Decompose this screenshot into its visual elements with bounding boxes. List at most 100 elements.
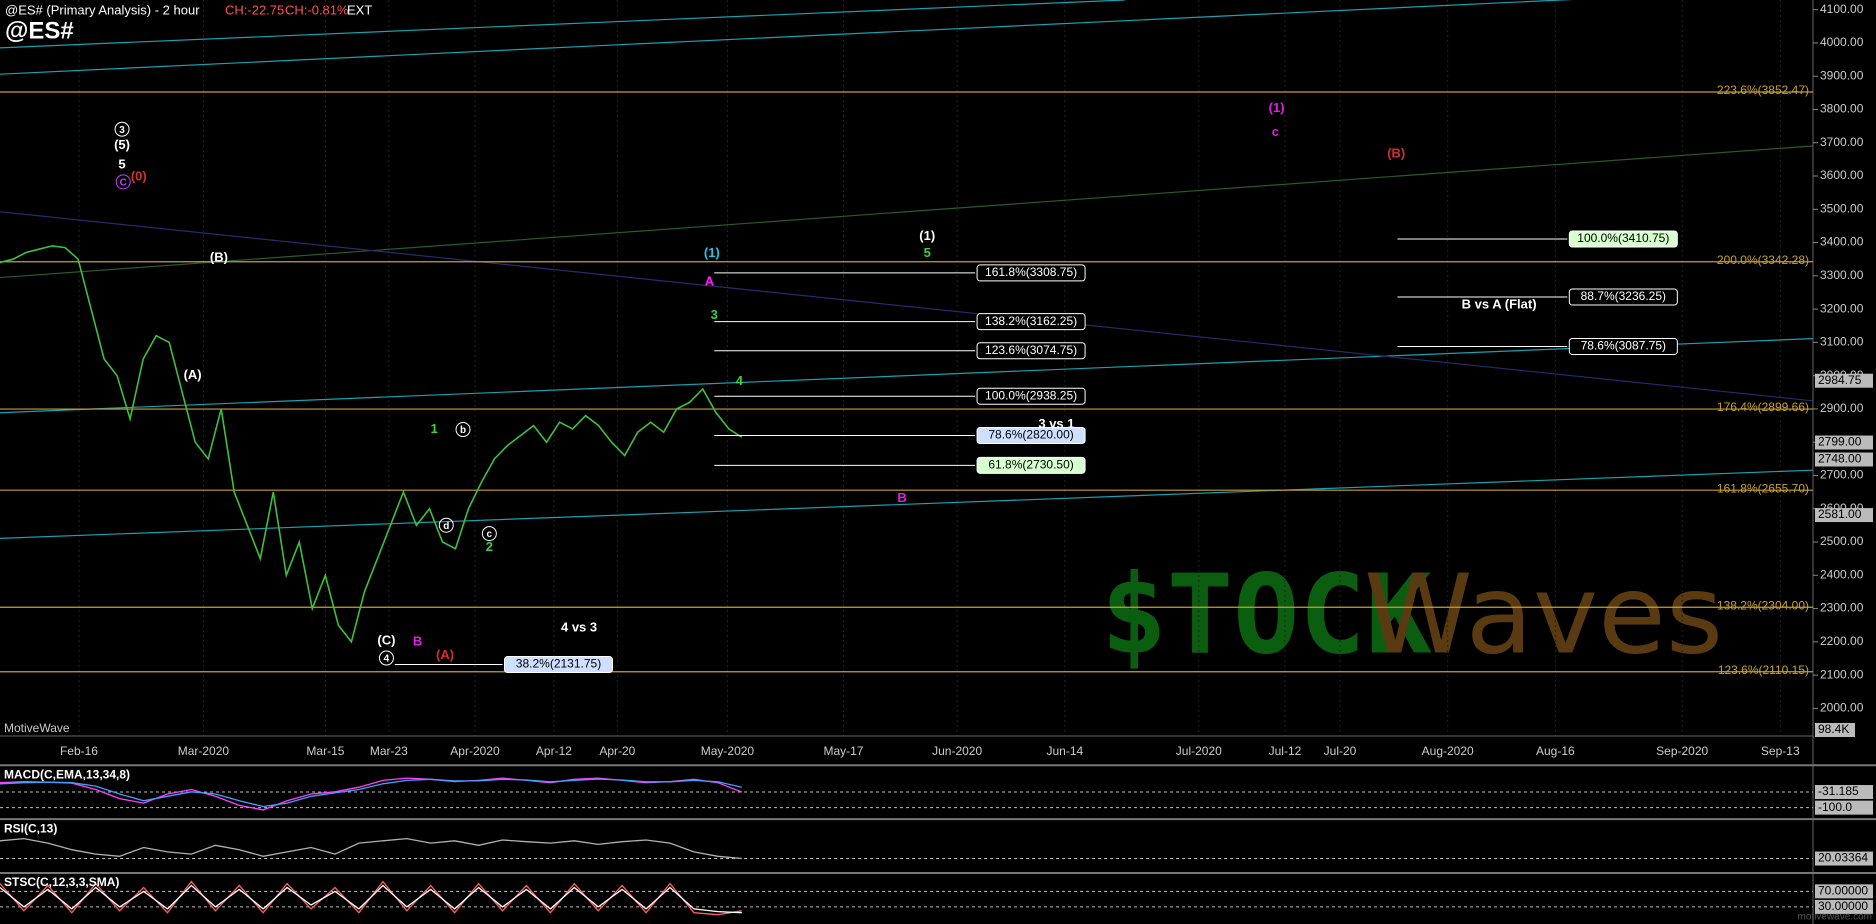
- indicator-line: [0, 778, 742, 808]
- trend-line: [0, 145, 1813, 279]
- fib-label: 161.8%(2655.70): [1717, 481, 1809, 495]
- indicator-title: STSC(C,12,3,3,SMA): [4, 875, 119, 889]
- symbol: @ES#: [5, 17, 74, 44]
- target-box: [976, 456, 1086, 474]
- y-tick-label: 3200.00: [1820, 301, 1864, 315]
- x-tick-label: May-17: [823, 744, 863, 758]
- y-tick-label: 2000.00: [1820, 701, 1864, 715]
- wave-circle: [114, 121, 130, 137]
- y-tick-label: 2300.00: [1820, 601, 1864, 615]
- target-label: 161.8%(3308.75): [985, 265, 1077, 279]
- target-label: 78.6%(2820.00): [988, 428, 1073, 442]
- trend-line: [0, 337, 1813, 414]
- wave-label: 3 vs 1: [1038, 416, 1074, 431]
- indicator-line: [0, 837, 742, 860]
- indicator-tick-label: 70.00000: [1818, 884, 1868, 898]
- trend-line: [0, 0, 1125, 49]
- wave-label: 5: [924, 245, 931, 260]
- wave-label: C: [120, 177, 127, 188]
- wave-circle: [481, 526, 497, 542]
- target-label: 61.8%(2730.50): [988, 457, 1073, 471]
- target-label: 78.6%(3087.75): [1581, 339, 1666, 353]
- wave-label: B: [413, 634, 422, 649]
- price-tag-label: 2799.00: [1818, 435, 1862, 449]
- y-tick-label: 3600.00: [1820, 168, 1864, 182]
- target-label: 38.2%(2131.75): [516, 657, 601, 671]
- target-label: 88.7%(3236.25): [1581, 289, 1666, 303]
- y-tick-label: 2400.00: [1820, 567, 1864, 581]
- indicator-tag: [1815, 899, 1873, 914]
- target-box: [1568, 230, 1678, 248]
- x-tick-label: Aug-2020: [1422, 744, 1474, 758]
- footer: motivewave.com: [1798, 912, 1872, 923]
- price-tag: [1815, 508, 1873, 523]
- chart-header: @ES# (Primary Analysis) - 2 hour: [5, 2, 200, 17]
- wave-label: c: [487, 529, 493, 540]
- y-tick-label: 2200.00: [1820, 634, 1864, 648]
- wave-label: c: [1272, 124, 1279, 139]
- price-tag-label: 2581.00: [1818, 507, 1862, 521]
- wave-circle: [378, 650, 394, 666]
- price-tag: [1815, 435, 1873, 450]
- wave-label: A: [705, 274, 715, 289]
- price-line: [0, 245, 743, 644]
- wave-circle: [455, 422, 471, 438]
- target-box: [1568, 288, 1678, 306]
- indicator-tag: [1815, 785, 1873, 800]
- y-tick-label: 3700.00: [1820, 135, 1864, 149]
- x-tick-label: Jul-2020: [1176, 744, 1222, 758]
- fib-label: 223.6%(3852.47): [1717, 83, 1809, 97]
- x-tick-label: Apr-12: [536, 744, 572, 758]
- x-tick-label: Apr-20: [599, 744, 635, 758]
- wave-label: (A): [184, 367, 202, 382]
- x-tick-label: Jul-12: [1269, 744, 1302, 758]
- target-box: [976, 313, 1086, 331]
- indicator-title: MACD(C,EMA,13,34,8): [4, 767, 130, 781]
- wave-label: B: [897, 490, 906, 505]
- indicator-tick-label: 30.00000: [1818, 899, 1868, 913]
- wave-label: 1: [431, 421, 438, 436]
- wave-label: (A): [436, 647, 454, 662]
- x-tick-label: Jul-20: [1324, 744, 1357, 758]
- volume-label: 98.4K: [1818, 722, 1849, 736]
- trend-line: [0, 469, 1813, 539]
- wave-label: (B): [210, 250, 228, 265]
- x-tick-label: Mar-2020: [178, 744, 230, 758]
- price-tag-label: 2748.00: [1818, 452, 1862, 466]
- wave-label: (1): [919, 228, 935, 243]
- change: CH:-22.75: [225, 2, 284, 17]
- y-tick-label: 2500.00: [1820, 534, 1864, 548]
- wave-label: 4 vs 3: [561, 619, 597, 634]
- target-box: [976, 342, 1086, 360]
- wave-label: (1): [1269, 100, 1285, 115]
- indicator-title: RSI(C,13): [4, 821, 57, 835]
- x-tick-label: Mar-23: [370, 744, 408, 758]
- indicator-tick-label: -31.185: [1818, 784, 1859, 798]
- x-tick-label: Sep-13: [1761, 744, 1800, 758]
- y-tick-label: 3500.00: [1820, 201, 1864, 215]
- trend-line: [0, 0, 1574, 75]
- wave-label: (C): [377, 633, 395, 648]
- wave-label: (1): [704, 245, 720, 260]
- indicator-tag: [1815, 800, 1873, 815]
- y-tick-label: 4100.00: [1820, 2, 1864, 16]
- target-box: [1568, 337, 1678, 355]
- indicator-tick-label: 20.03364: [1818, 851, 1868, 865]
- y-tick-label: 2900.00: [1820, 401, 1864, 415]
- y-tick-label: 3300.00: [1820, 268, 1864, 282]
- wave-label: d: [443, 521, 449, 532]
- watermark: Waves: [1364, 550, 1723, 678]
- source-label: MotiveWave: [4, 721, 70, 735]
- x-tick-label: Sep-2020: [1656, 744, 1708, 758]
- fib-label: 123.6%(2110.15): [1718, 663, 1809, 677]
- wave-label: 4: [736, 373, 744, 388]
- wave-label: (5): [114, 137, 130, 152]
- target-label: 138.2%(3162.25): [985, 314, 1077, 328]
- x-tick-label: Jun-2020: [932, 744, 982, 758]
- fib-label: 176.4%(2899.66): [1717, 400, 1809, 414]
- y-tick-label: 2700.00: [1820, 468, 1864, 482]
- wave-label: B vs A (Flat): [1462, 296, 1537, 311]
- fib-label: 138.2%(2304.00): [1717, 598, 1809, 612]
